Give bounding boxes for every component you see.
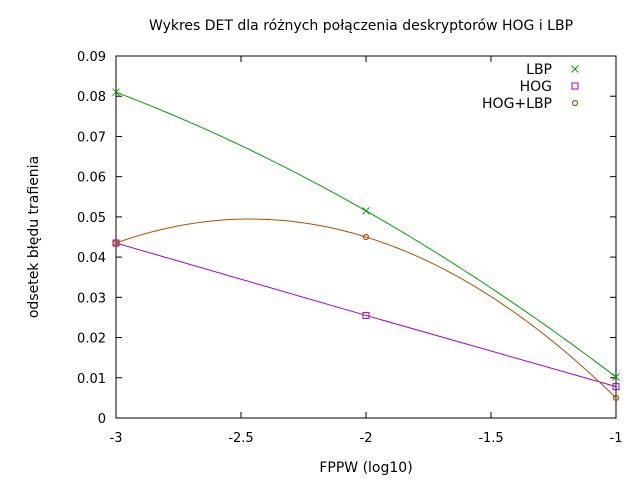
legend-label-hog-lbp: HOG+LBP [482, 96, 552, 112]
series-markers [112, 88, 620, 401]
legend-marker-hog-lbp [571, 99, 579, 107]
x-tick-label: -1.5 [478, 431, 503, 446]
series-line-hog [115, 242, 617, 388]
series-curves [115, 91, 617, 399]
y-tick-label: 0 [98, 412, 106, 427]
point-hog-lbp [362, 233, 370, 241]
y-tick-label: 0.02 [77, 332, 106, 347]
y-tick-label: 0.03 [77, 291, 106, 306]
point-hog [612, 383, 620, 391]
point-hog [362, 311, 370, 319]
series-line-hog-lbp [115, 218, 617, 399]
x-tick-label: -2 [360, 431, 373, 446]
legend-marker-hog [571, 82, 579, 90]
x-axis-label: FPPW (log10) [319, 460, 412, 476]
y-tick-label: 0.07 [77, 130, 106, 145]
x-tick-label: -2.5 [228, 431, 253, 446]
legend-marker-lbp [571, 65, 579, 73]
legend-label-lbp: LBP [526, 62, 552, 78]
y-tick-label: 0.06 [77, 171, 106, 186]
y-tick-label: 0.05 [77, 211, 106, 226]
chart-title: Wykres DET dla różnych połączenia deskry… [149, 18, 573, 34]
y-tick-label: 0.01 [77, 372, 106, 387]
y-tick-label: 0.09 [77, 50, 106, 65]
y-tick-label: 0.08 [77, 90, 106, 105]
point-lbp [112, 88, 120, 97]
x-tick-label: -3 [110, 431, 123, 446]
axis-ticks: -3 -2.5 -2 -1.5 -1 0 0.01 0.02 0.03 0.04 0.05 0.06 0… [77, 50, 622, 446]
y-tick-label: 0.04 [77, 251, 106, 266]
point-lbp [612, 373, 620, 381]
point-lbp [362, 207, 370, 215]
point-hog-lbp [612, 394, 620, 401]
y-axis-label: odsetek błędu trafienia [26, 156, 42, 318]
point-hog-lbp [112, 239, 120, 247]
x-tick-label: -1 [610, 431, 623, 446]
legend-label-hog: HOG [520, 79, 552, 95]
